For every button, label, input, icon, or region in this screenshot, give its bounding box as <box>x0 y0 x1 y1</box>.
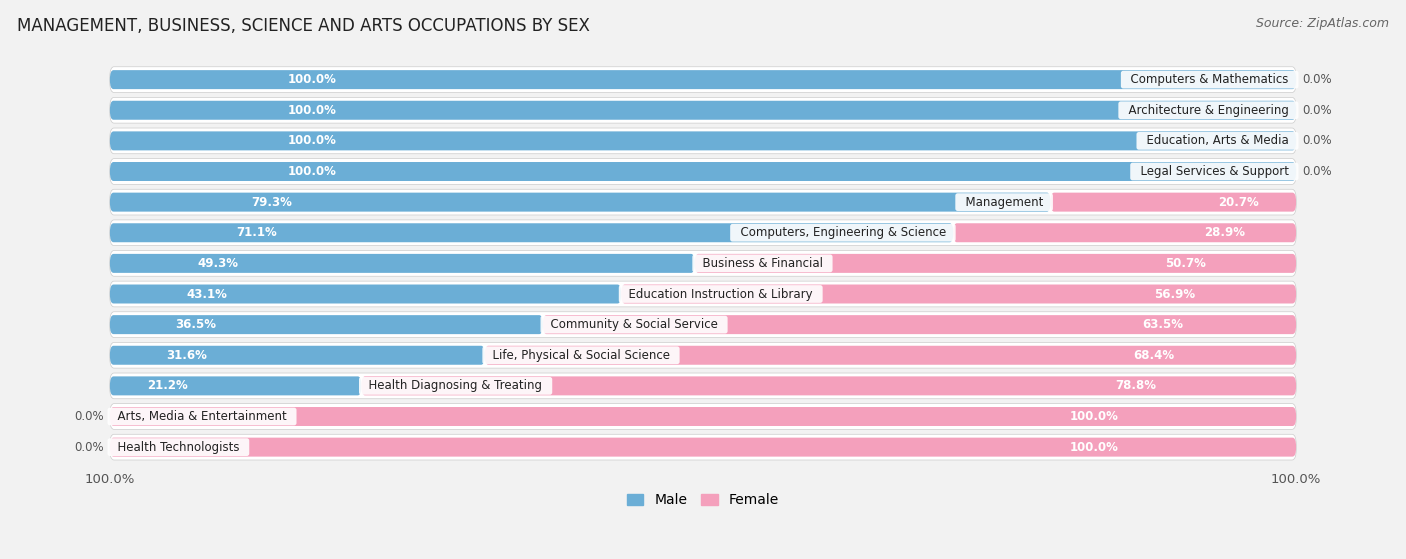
Text: Life, Physical & Social Science: Life, Physical & Social Science <box>485 349 678 362</box>
Text: Education Instruction & Library: Education Instruction & Library <box>621 287 820 301</box>
FancyBboxPatch shape <box>110 128 1296 154</box>
FancyBboxPatch shape <box>110 346 485 365</box>
FancyBboxPatch shape <box>110 315 543 334</box>
FancyBboxPatch shape <box>110 407 1296 426</box>
Text: MANAGEMENT, BUSINESS, SCIENCE AND ARTS OCCUPATIONS BY SEX: MANAGEMENT, BUSINESS, SCIENCE AND ARTS O… <box>17 17 589 35</box>
Text: 43.1%: 43.1% <box>187 287 228 301</box>
Text: 21.2%: 21.2% <box>148 380 188 392</box>
Text: 100.0%: 100.0% <box>288 73 336 86</box>
FancyBboxPatch shape <box>110 70 1296 89</box>
FancyBboxPatch shape <box>110 343 1296 368</box>
Text: 0.0%: 0.0% <box>1302 104 1331 117</box>
Text: Arts, Media & Entertainment: Arts, Media & Entertainment <box>110 410 294 423</box>
Legend: Male, Female: Male, Female <box>621 488 785 513</box>
Text: 0.0%: 0.0% <box>1302 134 1331 148</box>
Text: 0.0%: 0.0% <box>1302 73 1331 86</box>
FancyBboxPatch shape <box>110 131 1296 150</box>
Text: Business & Financial: Business & Financial <box>695 257 830 270</box>
Text: 100.0%: 100.0% <box>288 134 336 148</box>
FancyBboxPatch shape <box>543 315 1296 334</box>
Text: Community & Social Service: Community & Social Service <box>543 318 725 331</box>
FancyBboxPatch shape <box>110 376 361 395</box>
Text: 71.1%: 71.1% <box>236 226 277 239</box>
FancyBboxPatch shape <box>485 346 1296 365</box>
Text: Health Technologists: Health Technologists <box>110 440 247 454</box>
Text: Legal Services & Support: Legal Services & Support <box>1133 165 1296 178</box>
FancyBboxPatch shape <box>110 312 1296 338</box>
Text: 78.8%: 78.8% <box>1115 380 1156 392</box>
Text: 79.3%: 79.3% <box>252 196 292 209</box>
FancyBboxPatch shape <box>110 193 1050 212</box>
Text: 31.6%: 31.6% <box>166 349 207 362</box>
Text: 49.3%: 49.3% <box>198 257 239 270</box>
Text: 56.9%: 56.9% <box>1154 287 1195 301</box>
FancyBboxPatch shape <box>110 162 1296 181</box>
FancyBboxPatch shape <box>110 190 1296 215</box>
FancyBboxPatch shape <box>110 250 1296 276</box>
FancyBboxPatch shape <box>110 434 1296 460</box>
FancyBboxPatch shape <box>621 285 1296 304</box>
FancyBboxPatch shape <box>110 67 1296 92</box>
Text: 0.0%: 0.0% <box>1302 165 1331 178</box>
Text: 28.9%: 28.9% <box>1204 226 1244 239</box>
FancyBboxPatch shape <box>110 159 1296 184</box>
FancyBboxPatch shape <box>110 281 1296 307</box>
FancyBboxPatch shape <box>110 373 1296 399</box>
Text: Health Diagnosing & Treating: Health Diagnosing & Treating <box>361 380 550 392</box>
Text: Source: ZipAtlas.com: Source: ZipAtlas.com <box>1256 17 1389 30</box>
Text: Architecture & Engineering: Architecture & Engineering <box>1121 104 1296 117</box>
Text: 0.0%: 0.0% <box>75 410 104 423</box>
Text: 50.7%: 50.7% <box>1166 257 1206 270</box>
FancyBboxPatch shape <box>110 285 621 304</box>
Text: 63.5%: 63.5% <box>1142 318 1182 331</box>
Text: 100.0%: 100.0% <box>288 104 336 117</box>
FancyBboxPatch shape <box>110 101 1296 120</box>
Text: 68.4%: 68.4% <box>1133 349 1174 362</box>
FancyBboxPatch shape <box>110 438 1296 457</box>
FancyBboxPatch shape <box>110 254 695 273</box>
FancyBboxPatch shape <box>1050 193 1296 212</box>
FancyBboxPatch shape <box>695 254 1296 273</box>
FancyBboxPatch shape <box>110 97 1296 123</box>
Text: Computers & Mathematics: Computers & Mathematics <box>1123 73 1296 86</box>
FancyBboxPatch shape <box>953 223 1296 242</box>
FancyBboxPatch shape <box>361 376 1296 395</box>
Text: 0.0%: 0.0% <box>75 440 104 454</box>
Text: 36.5%: 36.5% <box>174 318 217 331</box>
Text: 100.0%: 100.0% <box>288 165 336 178</box>
FancyBboxPatch shape <box>110 220 1296 245</box>
FancyBboxPatch shape <box>110 404 1296 429</box>
Text: 100.0%: 100.0% <box>1070 440 1118 454</box>
Text: Management: Management <box>957 196 1050 209</box>
FancyBboxPatch shape <box>110 223 953 242</box>
Text: 100.0%: 100.0% <box>1070 410 1118 423</box>
Text: Education, Arts & Media: Education, Arts & Media <box>1139 134 1296 148</box>
Text: 20.7%: 20.7% <box>1219 196 1260 209</box>
Text: Computers, Engineering & Science: Computers, Engineering & Science <box>733 226 953 239</box>
